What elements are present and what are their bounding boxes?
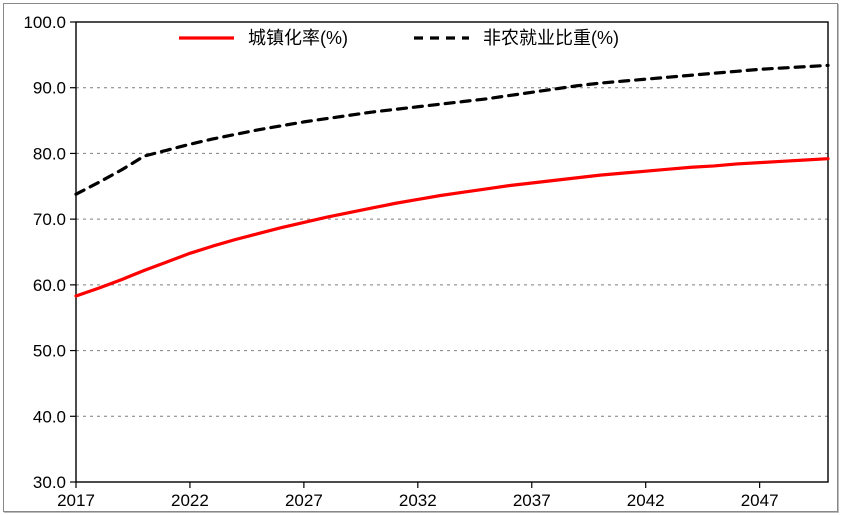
x-tick-label: 2047: [741, 491, 779, 510]
x-tick-label: 2022: [171, 491, 209, 510]
y-tick-label: 30.0: [33, 473, 66, 492]
y-tick-label: 90.0: [33, 79, 66, 98]
y-tick-label: 100.0: [23, 13, 66, 32]
x-tick-label: 2027: [285, 491, 323, 510]
y-tick-label: 40.0: [33, 407, 66, 426]
plot-border: [76, 22, 828, 482]
y-tick-label: 70.0: [33, 210, 66, 229]
chart-container: 2017 2022 2027 2032 2037 2042 2047 30.0 40.0 50.0…: [0, 0, 841, 515]
series-line-non-agri: [76, 65, 828, 194]
y-tick-label: 50.0: [33, 342, 66, 361]
x-tick-label: 2017: [57, 491, 95, 510]
y-tick-label: 80.0: [33, 144, 66, 163]
chart-frame: 2017 2022 2027 2032 2037 2042 2047 30.0 40.0 50.0…: [3, 3, 838, 512]
legend-label: 城镇化率(%): [248, 28, 348, 48]
legend-label: 非农就业比重(%): [483, 28, 619, 48]
y-tick-label: 60.0: [33, 276, 66, 295]
series-line-urbanization: [76, 159, 828, 296]
x-tick-label: 2037: [513, 491, 551, 510]
line-chart: 2017 2022 2027 2032 2037 2042 2047 30.0 40.0 50.0…: [4, 4, 837, 511]
x-tick-label: 2042: [627, 491, 665, 510]
x-tick-label: 2032: [399, 491, 437, 510]
